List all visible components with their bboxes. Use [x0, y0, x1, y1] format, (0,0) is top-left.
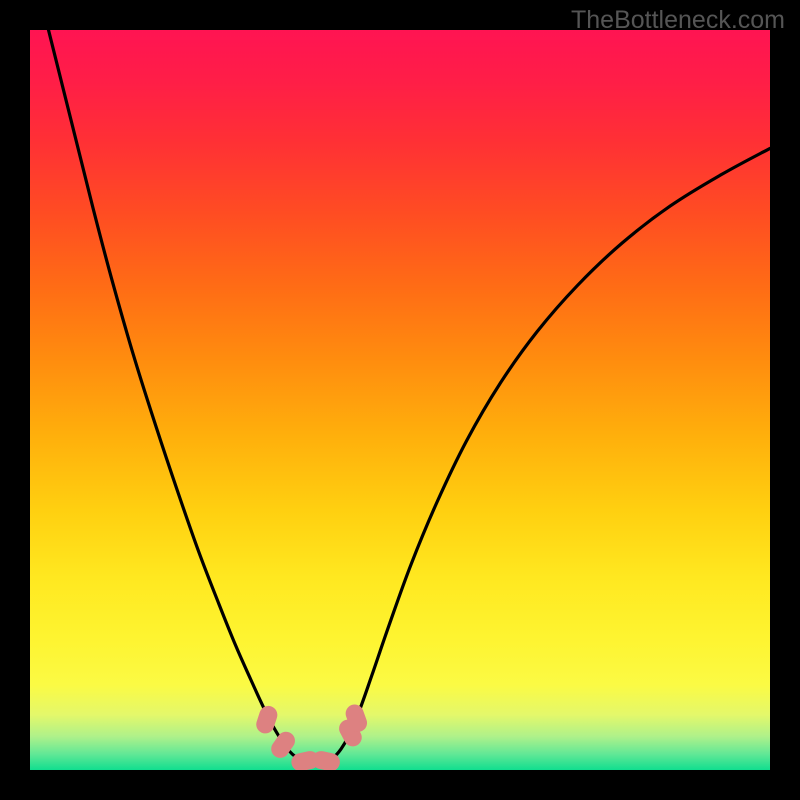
plot-area	[30, 30, 770, 770]
chart-svg	[30, 30, 770, 770]
gradient-background	[30, 30, 770, 770]
